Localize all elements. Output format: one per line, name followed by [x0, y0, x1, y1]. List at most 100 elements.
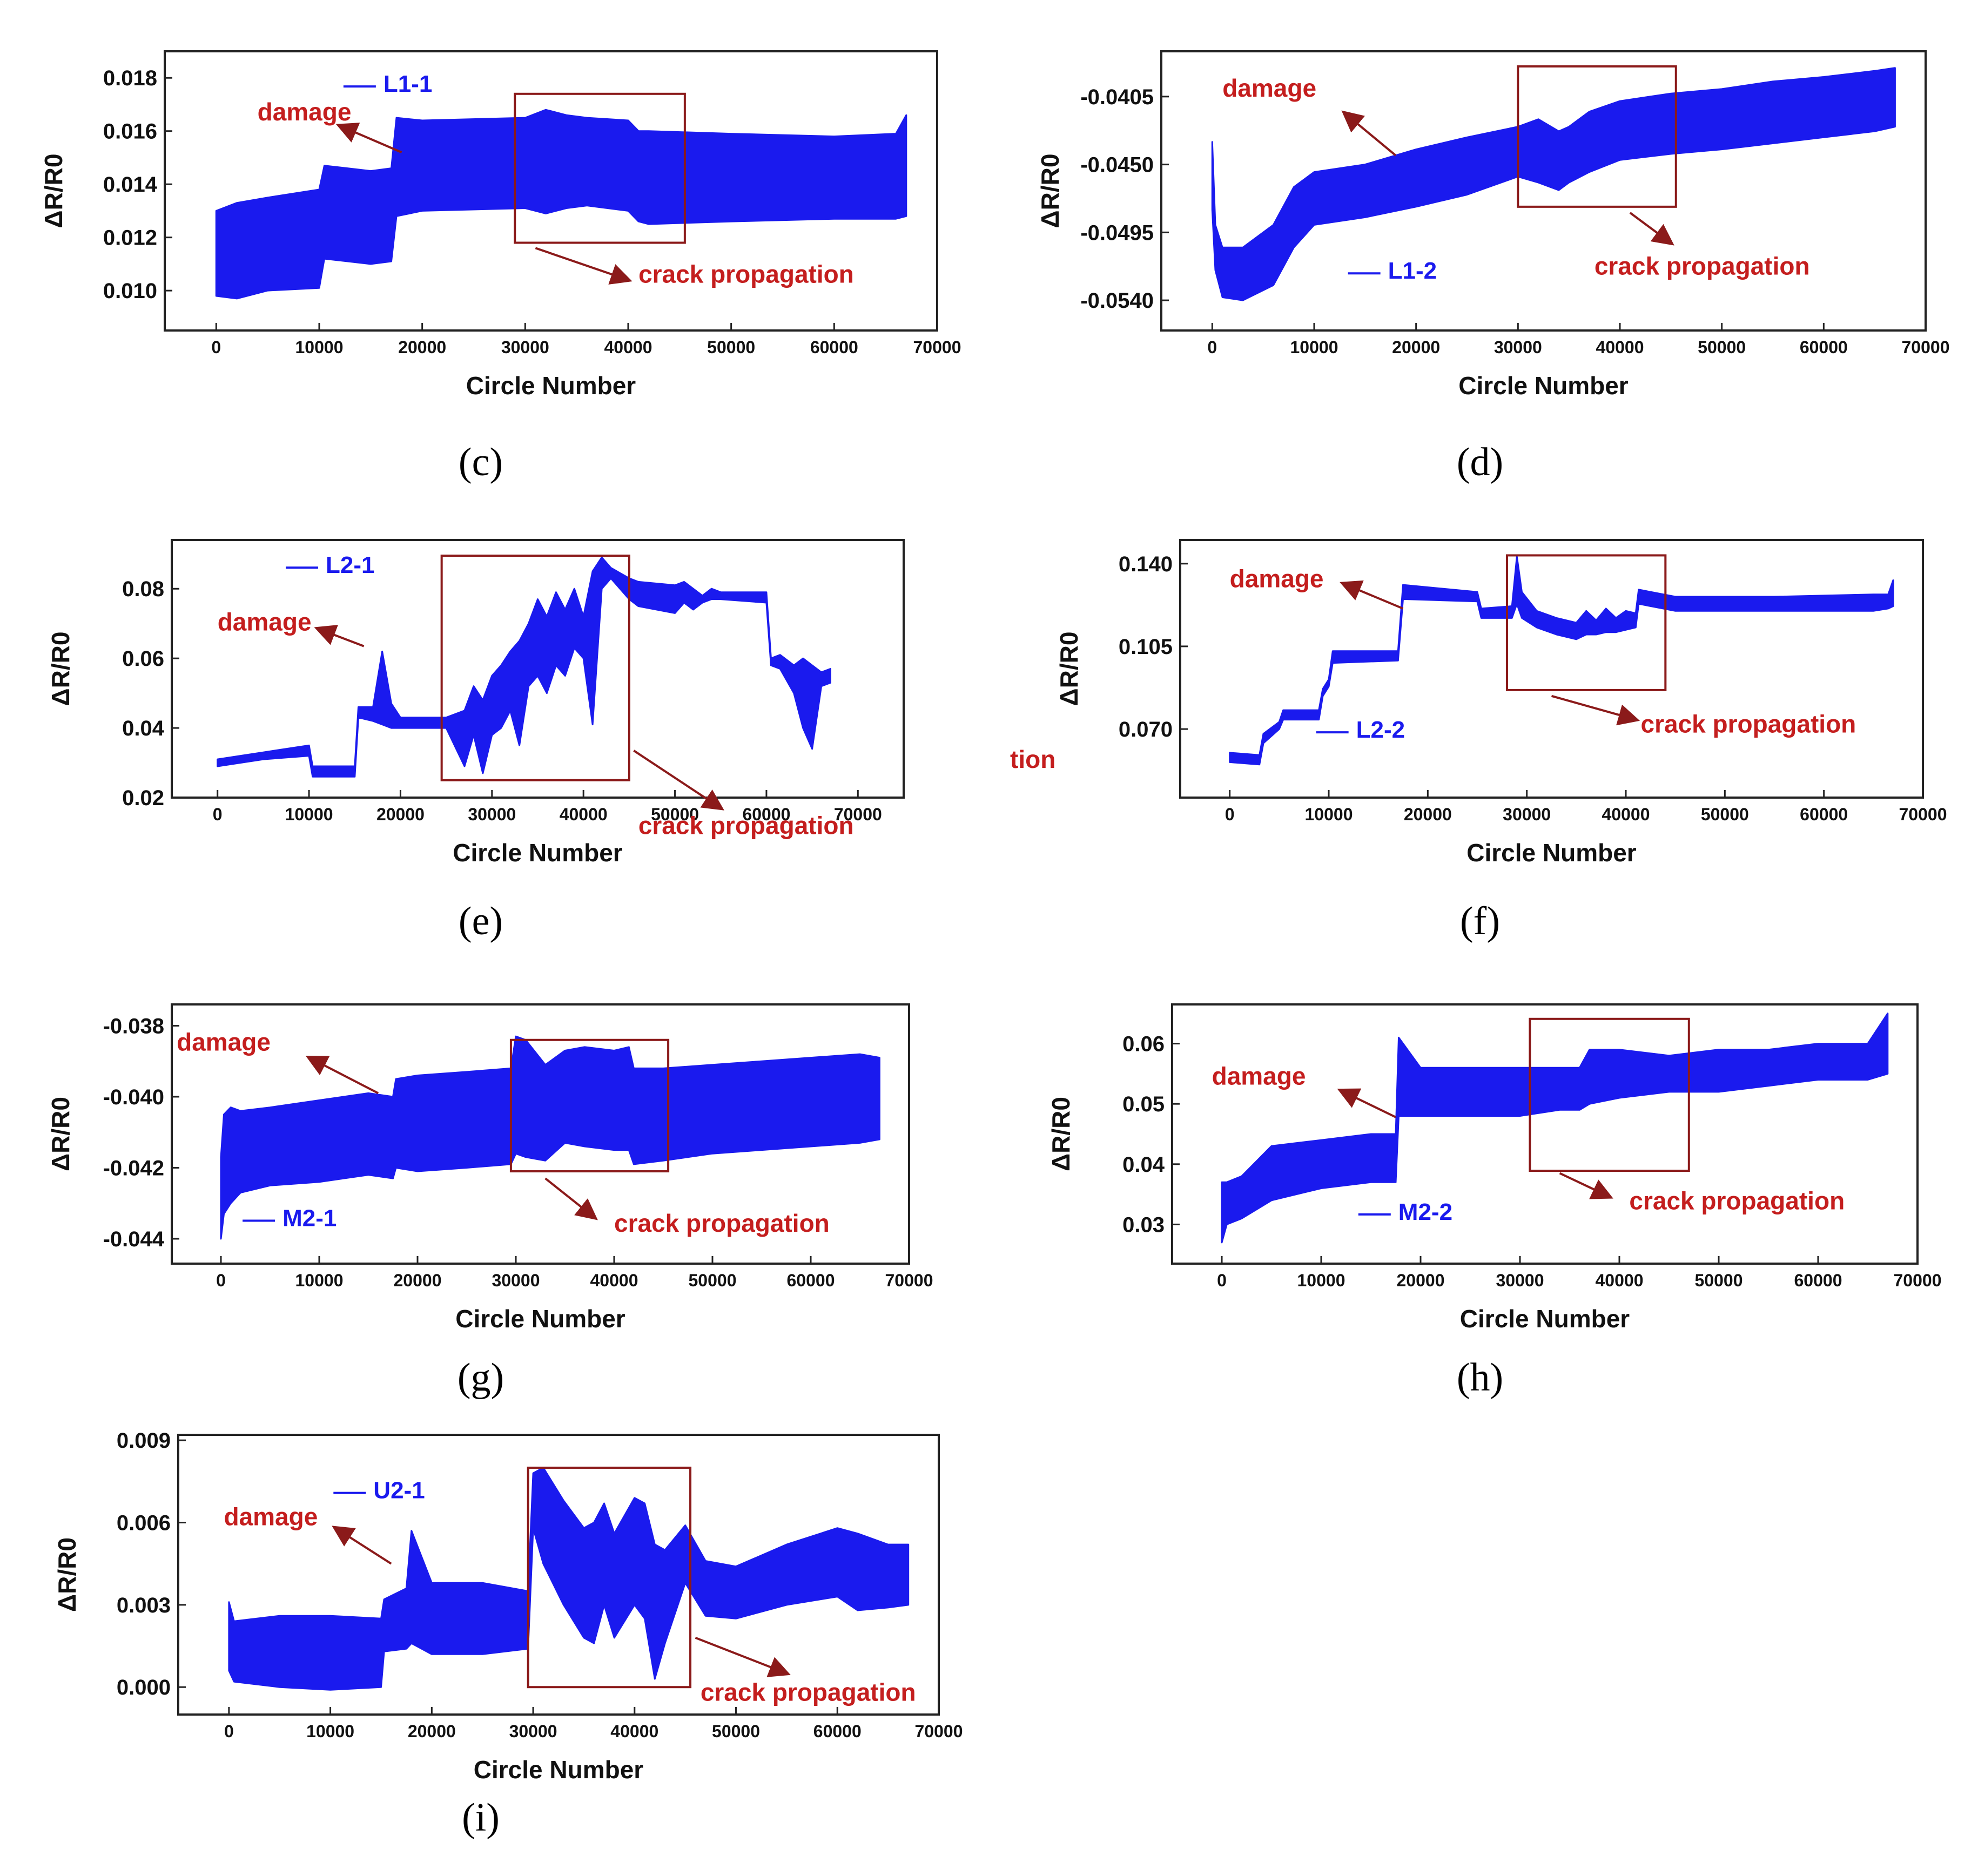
crack-region-box [514, 92, 686, 244]
chart-panel: 0 10000 20000 30000 40000 50000 60000 70000 0.02… [46, 539, 905, 867]
x-tick-label: 0 [224, 1722, 234, 1741]
crack-region-box [527, 1466, 692, 1689]
y-tick-label: -0.040 [103, 1085, 164, 1109]
y-tick-label: 0.003 [117, 1594, 171, 1617]
crack-annotation: crack propagation [1641, 710, 1856, 738]
damage-arrow [305, 1055, 379, 1095]
y-axis-label: ΔR/R0 [46, 632, 75, 706]
damage-arrow [332, 1526, 392, 1565]
x-axis-label: Circle Number [453, 839, 623, 867]
x-axis-label: Circle Number [1458, 372, 1629, 400]
y-axis-label: ΔR/R0 [1036, 154, 1064, 228]
x-tick-label: 20000 [376, 805, 425, 824]
x-axis-label: Circle Number [466, 372, 636, 400]
panel-letter: (h) [1457, 1355, 1503, 1400]
x-tick-label: 20000 [1397, 1271, 1445, 1290]
x-tick-label: 30000 [509, 1722, 557, 1741]
y-tick-label: 0.014 [103, 173, 158, 197]
legend-label: L1-2 [1388, 258, 1437, 284]
damage-annotation: damage [258, 98, 352, 126]
y-axis-label: ΔR/R0 [1047, 1097, 1075, 1171]
damage-annotation: damage [224, 1503, 318, 1531]
crack-region-box [509, 1038, 670, 1173]
crack-annotation: crack propagation [638, 260, 854, 288]
crack-region-box [1506, 554, 1667, 691]
crack-arrow [633, 750, 724, 811]
y-tick-label: 0.016 [103, 120, 157, 144]
x-tick-label: 50000 [707, 338, 755, 357]
x-tick-label: 60000 [787, 1271, 835, 1290]
x-tick-label: 10000 [285, 805, 333, 824]
x-axis-label: Circle Number [474, 1756, 644, 1784]
x-tick-label: 50000 [1695, 1271, 1743, 1290]
x-axis-label: Circle Number [1466, 839, 1637, 867]
signal-band [215, 109, 907, 300]
damage-annotation: damage [177, 1028, 271, 1056]
crack-arrow [695, 1636, 791, 1677]
panel-letter: (e) [459, 899, 503, 943]
x-tick-label: 60000 [1800, 805, 1848, 824]
panel-letter: (g) [458, 1355, 504, 1400]
y-tick-label: 0.000 [117, 1676, 171, 1699]
panel-letter: (d) [1457, 440, 1503, 484]
x-tick-label: 70000 [1894, 1271, 1942, 1290]
signal-band [228, 1467, 910, 1691]
legend-label: L1-1 [384, 71, 432, 97]
x-tick-label: 30000 [492, 1271, 540, 1290]
x-tick-label: 60000 [1800, 338, 1848, 357]
x-tick-label: 70000 [834, 805, 882, 824]
x-tick-label: 70000 [915, 1722, 963, 1741]
x-tick-label: 70000 [1902, 338, 1950, 357]
damage-arrow [314, 625, 365, 647]
plot-frame [1171, 1003, 1919, 1265]
panel-letter: (i) [462, 1796, 500, 1840]
y-axis-label: ΔR/R0 [39, 154, 68, 228]
crack-annotation: crack propagation [638, 812, 854, 840]
x-tick-label: 0 [1207, 338, 1217, 357]
x-tick-label: 30000 [501, 338, 549, 357]
chart-panel: 0 10000 20000 30000 40000 50000 60000 70000 -0.0… [1036, 50, 1950, 400]
damage-arrow [1340, 580, 1404, 610]
x-tick-label: 20000 [1404, 805, 1452, 824]
x-tick-label: 10000 [306, 1722, 354, 1741]
y-tick-label: 0.140 [1119, 552, 1173, 576]
legend-label: M2-2 [1398, 1199, 1452, 1225]
y-tick-label: 0.009 [117, 1429, 171, 1453]
x-axis-label: Circle Number [455, 1305, 625, 1333]
y-tick-label: 0.04 [1122, 1153, 1165, 1177]
y-tick-label: -0.0450 [1080, 153, 1154, 177]
plot-frame [1179, 539, 1924, 799]
y-axis-label: ΔR/R0 [1055, 632, 1083, 706]
crack-region-box [440, 555, 630, 781]
y-tick-label: 0.018 [103, 66, 157, 90]
y-tick-label: -0.0405 [1080, 85, 1154, 109]
panel-letter: (c) [459, 440, 503, 484]
y-tick-label: -0.0540 [1080, 289, 1154, 313]
damage-annotation: damage [218, 608, 312, 636]
x-tick-label: 30000 [468, 805, 516, 824]
stray-annotation-fragment: tion [1010, 745, 1055, 773]
x-tick-label: 0 [213, 805, 223, 824]
x-tick-label: 20000 [408, 1722, 456, 1741]
crack-arrow [1629, 212, 1674, 246]
y-tick-label: 0.05 [1122, 1092, 1165, 1116]
legend-label: U2-1 [373, 1477, 425, 1504]
signal-band [1211, 67, 1896, 301]
x-tick-label: 40000 [560, 805, 608, 824]
chart-panel: 0 10000 20000 30000 40000 50000 60000 70000 0.00… [53, 1429, 963, 1784]
x-tick-label: 40000 [590, 1271, 638, 1290]
y-axis-label: ΔR/R0 [46, 1097, 75, 1171]
crack-arrow [544, 1177, 598, 1220]
legend-label: L2-2 [1356, 717, 1405, 743]
chart-panel: 0 10000 20000 30000 40000 50000 60000 70000 0.03… [1047, 1003, 1942, 1333]
x-tick-label: 20000 [1392, 338, 1440, 357]
x-tick-label: 30000 [1496, 1271, 1544, 1290]
damage-arrow [335, 123, 402, 153]
signal-band [1229, 556, 1894, 766]
x-tick-label: 60000 [742, 805, 790, 824]
damage-arrow [1341, 110, 1397, 157]
x-tick-label: 60000 [813, 1722, 862, 1741]
chart-panel: 0 10000 20000 30000 40000 50000 60000 70000 -0.0… [46, 1003, 933, 1333]
crack-region-box [1529, 1017, 1690, 1172]
